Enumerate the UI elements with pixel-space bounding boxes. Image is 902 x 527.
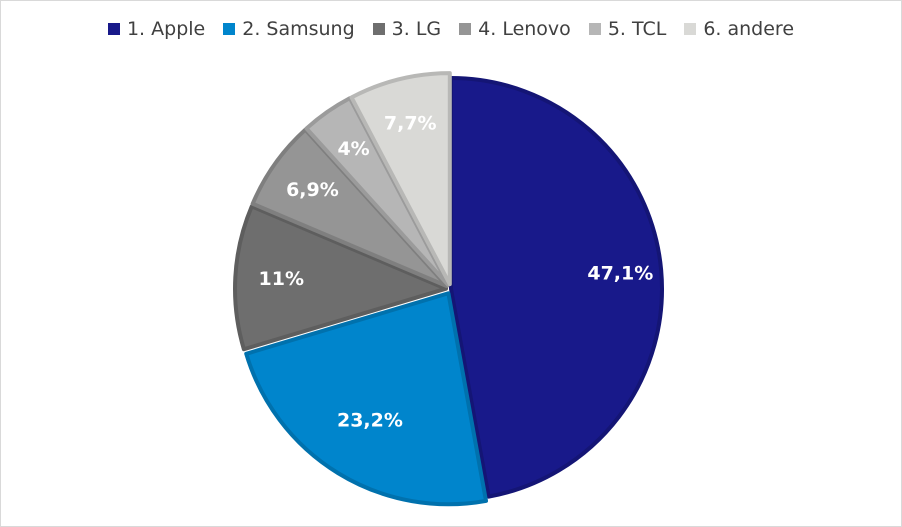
legend-item: 5. TCL <box>588 18 667 40</box>
legend-label: 2. Samsung <box>242 18 355 40</box>
legend-label: 3. LG <box>391 18 442 40</box>
legend-item: 2. Samsung <box>223 18 355 40</box>
legend-swatch <box>223 23 236 35</box>
legend-label: 6. andere <box>703 18 795 40</box>
legend-swatch <box>107 23 120 35</box>
slice-label: 6,9% <box>286 179 339 201</box>
pie-slice <box>233 204 449 352</box>
legend-swatch <box>588 23 601 35</box>
legend-item: 1. Apple <box>107 18 206 40</box>
slice-label: 4% <box>337 138 369 160</box>
legend-label: 5. TCL <box>607 18 667 40</box>
legend-item: 6. andere <box>684 18 794 40</box>
pie-slice <box>244 291 489 507</box>
pie-slice <box>349 71 452 287</box>
legend-swatch <box>684 23 697 35</box>
legend-swatch <box>459 23 472 35</box>
legend-label: 4. Lenovo <box>478 18 571 40</box>
slice-label: 11% <box>259 268 304 290</box>
legend-swatch <box>372 23 385 35</box>
legend-label: 1. Apple <box>126 18 206 40</box>
slice-label: 47,1% <box>587 262 653 284</box>
legend: 1. Apple 2. Samsung 3. LG 4. Lenovo 5. TCL 6.… <box>0 18 902 40</box>
pie-slice <box>449 76 664 499</box>
legend-item: 4. Lenovo <box>459 18 571 40</box>
legend-item: 3. LG <box>372 18 442 40</box>
slice-label: 23,2% <box>337 410 403 432</box>
slice-label: 7,7% <box>384 112 437 134</box>
